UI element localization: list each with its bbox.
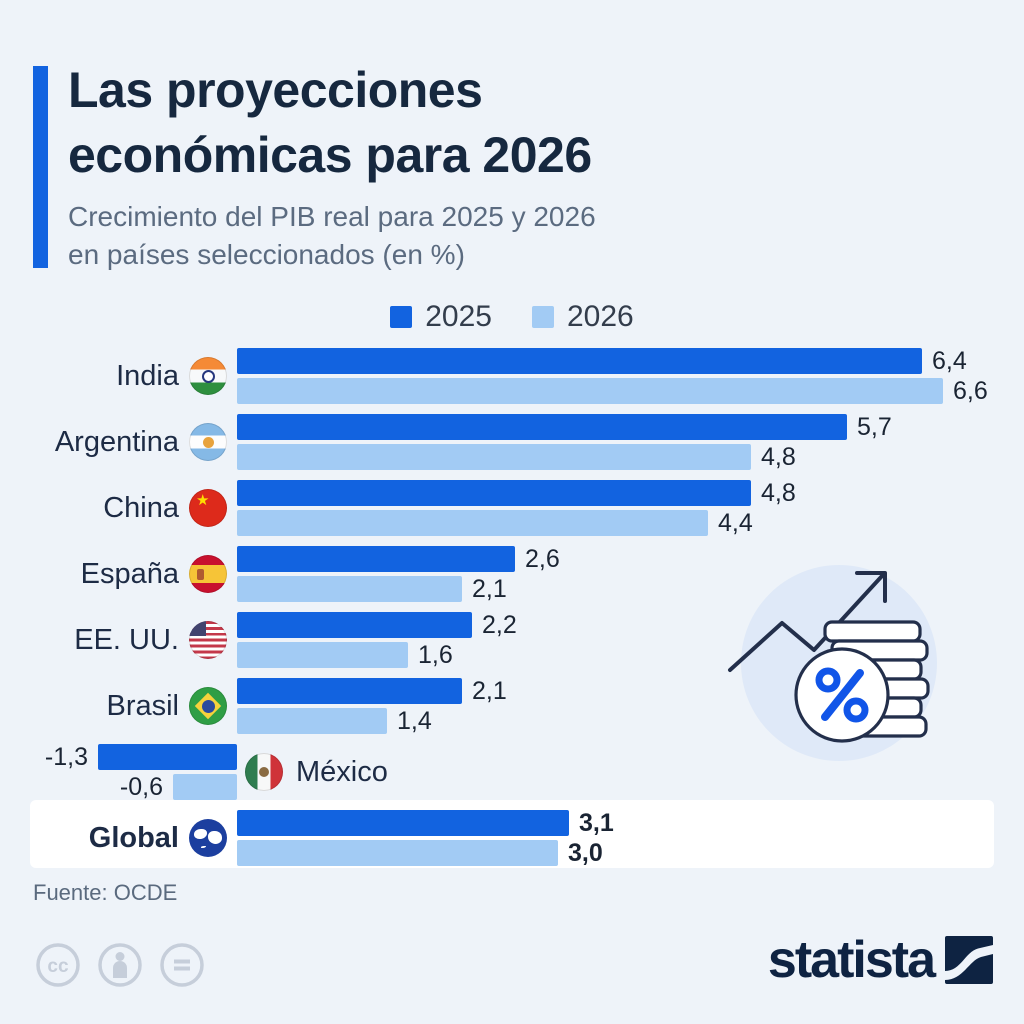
value-label-2026-eeuu: 1,6 [418,641,453,669]
bar-2026-india [237,378,943,404]
value-label-2025-mexico: -1,3 [44,743,88,771]
bar-chart: India 6,46,6 Argentina 5,7 4,8 China 4,8 4,4 Esp… [30,348,994,888]
eeuu-flag-icon [189,621,227,659]
value-label-2025-argentina: 5,7 [857,413,892,441]
value-label-2026-argentina: 4,8 [761,443,796,471]
bar-2025-brasil [237,678,462,704]
category-label-wrap: EE. UU. [30,612,227,668]
category-label-wrap: Global [30,810,227,866]
country-label-global: Global [88,821,179,854]
bar-group-espana: España 2,6 2,1 [30,546,994,602]
value-label-2025-global: 3,1 [579,809,614,837]
category-label-wrap: China [30,480,227,536]
bar-2025-mexico [98,744,237,770]
value-label-2025-brasil: 2,1 [472,677,507,705]
category-label-wrap: España [30,546,227,602]
value-label-2025-espana: 2,6 [525,545,560,573]
page-title-line2: económicas para 2026 [68,127,592,183]
legend-item-2026: 2026 [532,300,634,334]
bar-group-brasil: Brasil 2,1 1,4 [30,678,994,734]
category-label-wrap: India [30,348,227,404]
title-accent-bar [33,66,48,268]
bar-2026-espana [237,576,462,602]
legend-label-2026: 2026 [567,300,634,333]
bar-2025-espana [237,546,515,572]
value-label-2025-eeuu: 2,2 [482,611,517,639]
value-label-2026-espana: 2,1 [472,575,507,603]
country-label-espana: España [80,557,179,590]
brasil-flag-icon [189,687,227,725]
svg-text:cc: cc [47,956,69,977]
legend-swatch-2025-icon [390,306,413,328]
bar-2025-china [237,480,751,506]
category-label-wrap: México [245,744,388,800]
country-label-china: China [103,491,179,524]
category-label-wrap: Brasil [30,678,227,734]
bar-2026-mexico [173,774,237,800]
bar-group-mexico: -1,3 -0,6 México [30,744,994,800]
china-flag-icon [189,489,227,527]
value-label-2026-global: 3,0 [568,839,603,867]
cc-nd-equals-icon[interactable] [157,940,207,990]
cc-license-badges: cc [33,940,207,990]
value-label-2026-mexico: -0,6 [119,773,163,801]
bar-group-argentina: Argentina 5,7 4,8 [30,414,994,470]
page-title-line1: Las proyecciones [68,62,483,118]
page-title: Las proyecciones económicas para 2026 [68,58,592,188]
bar-group-china: China 4,8 4,4 [30,480,994,536]
growth-percent-illustration [728,565,937,761]
country-label-brasil: Brasil [106,689,179,722]
argentina-flag-icon [189,423,227,461]
bar-group-eeuu: EE. UU. 2,2 1,6 [30,612,994,668]
value-label-2025-china: 4,8 [761,479,796,507]
country-label-argentina: Argentina [54,425,179,458]
cc-icon[interactable]: cc [33,940,83,990]
bar-2025-global [237,810,569,836]
statista-logo-text: statista [767,931,936,989]
bar-2026-eeuu [237,642,408,668]
value-label-2026-brasil: 1,4 [397,707,432,735]
growth-arrow-icon [728,571,887,672]
bar-group-global: Global 3,1 3,0 [30,800,994,868]
value-label-2026-india: 6,6 [953,377,988,405]
legend-label-2025: 2025 [425,300,492,333]
country-label-india: India [116,359,179,392]
statista-logo-icon [945,936,993,984]
bar-2026-brasil [237,708,387,734]
globe-flag-icon [189,819,227,857]
percent-icon [794,647,890,743]
country-label-eeuu: EE. UU. [74,623,179,656]
page-subtitle-line2: en países seleccionados (en %) [68,238,465,270]
bar-2026-global [237,840,558,866]
bar-2025-india [237,348,922,374]
value-label-2026-china: 4,4 [718,509,753,537]
statista-logo[interactable]: statista [768,934,993,986]
category-label-wrap: Argentina [30,414,227,470]
espana-flag-icon [189,555,227,593]
bar-2025-eeuu [237,612,472,638]
bar-2026-argentina [237,444,751,470]
value-label-2025-india: 6,4 [932,347,967,375]
mexico-flag-icon [245,753,283,791]
chart-legend: 2025 2026 [0,300,1024,334]
bar-2026-china [237,510,708,536]
page-subtitle: Crecimiento del PIB real para 2025 y 202… [68,198,596,274]
cc-by-attribution-icon[interactable] [95,940,145,990]
page-subtitle-line1: Crecimiento del PIB real para 2025 y 202… [68,201,596,232]
legend-item-2025: 2025 [390,300,492,334]
bar-2025-argentina [237,414,847,440]
country-label-mexico: México [296,755,388,788]
india-flag-icon [189,357,227,395]
bar-group-india: India 6,4 6,6 [30,348,994,404]
source-note: Fuente: OCDE [33,880,178,905]
legend-swatch-2026-icon [532,306,554,328]
